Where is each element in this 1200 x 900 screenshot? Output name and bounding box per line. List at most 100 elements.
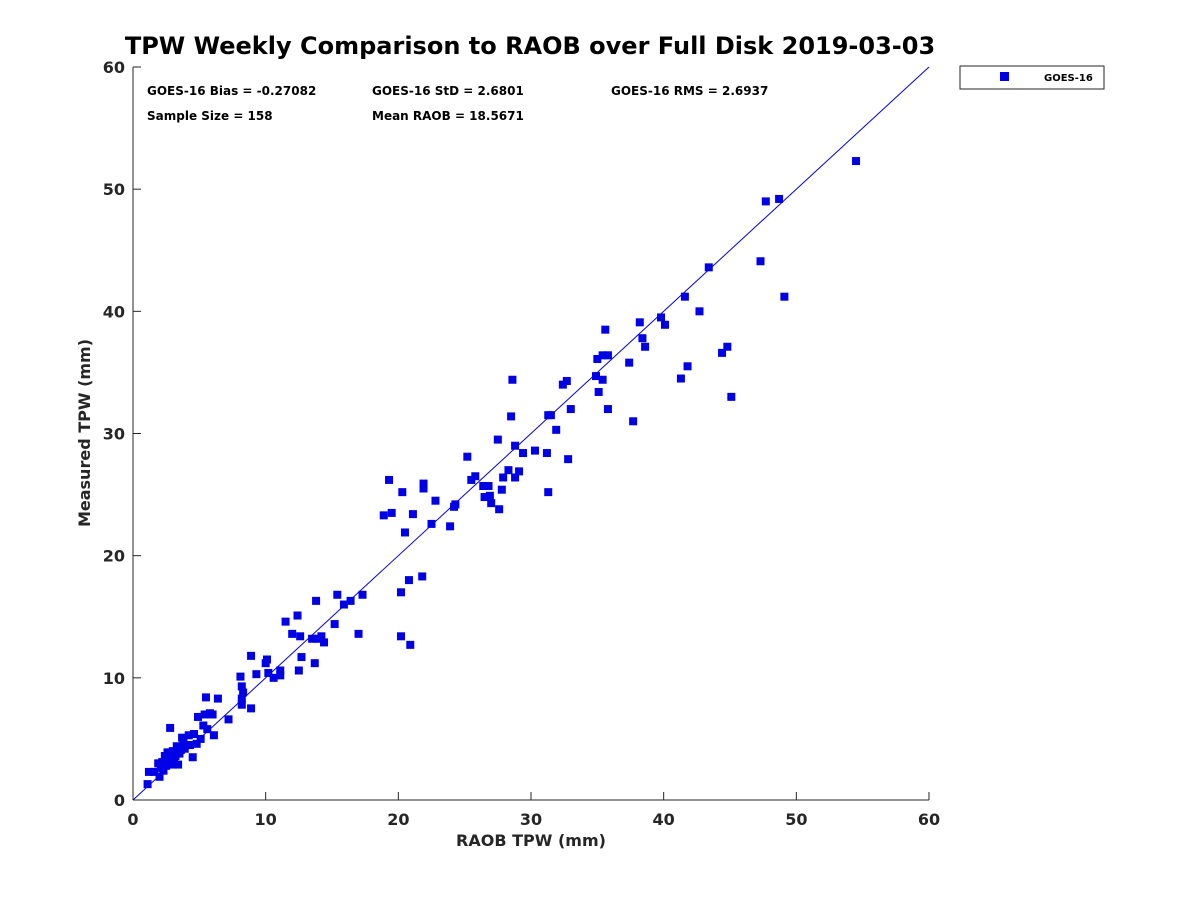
- data-point: [484, 482, 493, 491]
- data-point: [406, 640, 415, 649]
- data-point: [463, 452, 472, 461]
- data-point: [680, 292, 689, 301]
- stat-rms: GOES-16 RMS = 2.6937: [611, 84, 768, 98]
- legend-box: [959, 65, 1105, 90]
- data-point: [252, 670, 261, 679]
- data-point: [479, 482, 488, 491]
- x-tick-label: 10: [255, 810, 277, 829]
- data-point: [178, 733, 187, 742]
- data-point: [408, 510, 417, 519]
- y-tick-label: 60: [103, 58, 125, 77]
- data-point: [629, 417, 638, 426]
- data-point: [155, 772, 164, 781]
- data-point: [184, 731, 193, 740]
- data-points: [143, 157, 861, 789]
- data-point: [419, 479, 428, 488]
- data-point: [499, 473, 508, 482]
- data-point: [209, 731, 218, 740]
- data-point: [276, 671, 285, 680]
- data-point: [446, 522, 455, 531]
- data-point: [594, 387, 603, 396]
- data-point: [515, 467, 524, 476]
- data-point: [427, 519, 436, 528]
- data-point: [213, 694, 222, 703]
- data-point: [247, 704, 256, 713]
- data-point: [262, 655, 271, 664]
- data-point: [330, 620, 339, 629]
- data-point: [333, 590, 342, 599]
- x-axis-label: RAOB TPW (mm): [456, 831, 606, 850]
- data-point: [504, 466, 513, 475]
- data-point: [317, 632, 326, 641]
- x-tick-label: 40: [653, 810, 675, 829]
- data-point: [566, 405, 575, 414]
- data-point: [756, 257, 765, 266]
- data-point: [237, 694, 246, 703]
- data-point: [236, 672, 245, 681]
- data-point: [354, 629, 363, 638]
- data-point: [224, 715, 233, 724]
- data-point: [174, 760, 183, 769]
- x-tick-label: 30: [520, 810, 542, 829]
- stat-std: GOES-16 StD = 2.6801: [372, 84, 524, 98]
- data-point: [625, 358, 634, 367]
- data-point: [163, 748, 172, 757]
- data-point: [200, 710, 209, 719]
- data-point: [723, 342, 732, 351]
- data-point: [143, 780, 152, 789]
- data-point: [471, 472, 480, 481]
- data-point: [346, 596, 355, 605]
- data-point: [507, 412, 516, 421]
- data-point: [683, 362, 692, 371]
- data-point: [485, 491, 494, 500]
- data-point: [387, 508, 396, 517]
- data-point: [676, 374, 685, 383]
- data-point: [192, 739, 201, 748]
- data-point: [194, 712, 203, 721]
- data-point: [339, 600, 348, 609]
- data-point: [190, 730, 199, 739]
- one-to-one-reference-line: [132, 66, 930, 801]
- y-tick-label: 20: [103, 547, 125, 566]
- data-point: [493, 435, 502, 444]
- data-point: [552, 425, 561, 434]
- data-point: [308, 634, 317, 643]
- stats-annotations: GOES-16 Bias = -0.27082 GOES-16 StD = 2.…: [147, 84, 768, 123]
- plot-area: 0 10 20 30 40 50 60 0 10 20 30 40 50 60: [103, 58, 940, 829]
- data-point: [598, 375, 607, 384]
- data-point: [396, 632, 405, 641]
- data-point: [203, 725, 212, 734]
- data-point: [418, 572, 427, 581]
- data-point: [294, 666, 303, 675]
- data-point: [269, 673, 278, 682]
- data-point: [761, 197, 770, 206]
- data-point: [431, 496, 440, 505]
- data-point: [144, 767, 153, 776]
- data-point: [404, 576, 413, 585]
- data-point: [487, 499, 496, 508]
- data-point: [358, 590, 367, 599]
- data-point: [396, 588, 405, 597]
- data-point: [237, 700, 246, 709]
- y-tick-label: 10: [103, 669, 125, 688]
- data-point: [780, 292, 789, 301]
- data-point: [288, 629, 297, 638]
- data-point: [379, 511, 388, 520]
- data-point: [775, 194, 784, 203]
- data-point: [150, 767, 159, 776]
- data-point: [564, 455, 573, 464]
- data-point: [281, 617, 290, 626]
- data-point: [657, 313, 666, 322]
- data-point: [179, 738, 188, 747]
- stat-mean-raob: Mean RAOB = 18.5671: [372, 109, 524, 123]
- data-point: [239, 688, 248, 697]
- axis-ticks: 0 10 20 30 40 50 60 0 10 20 30 40 50 60: [103, 58, 940, 829]
- data-point: [159, 766, 168, 775]
- data-point: [695, 307, 704, 316]
- data-point: [312, 596, 321, 605]
- data-point: [593, 354, 602, 363]
- x-tick-label: 50: [785, 810, 807, 829]
- data-point: [601, 325, 610, 334]
- data-point: [180, 744, 189, 753]
